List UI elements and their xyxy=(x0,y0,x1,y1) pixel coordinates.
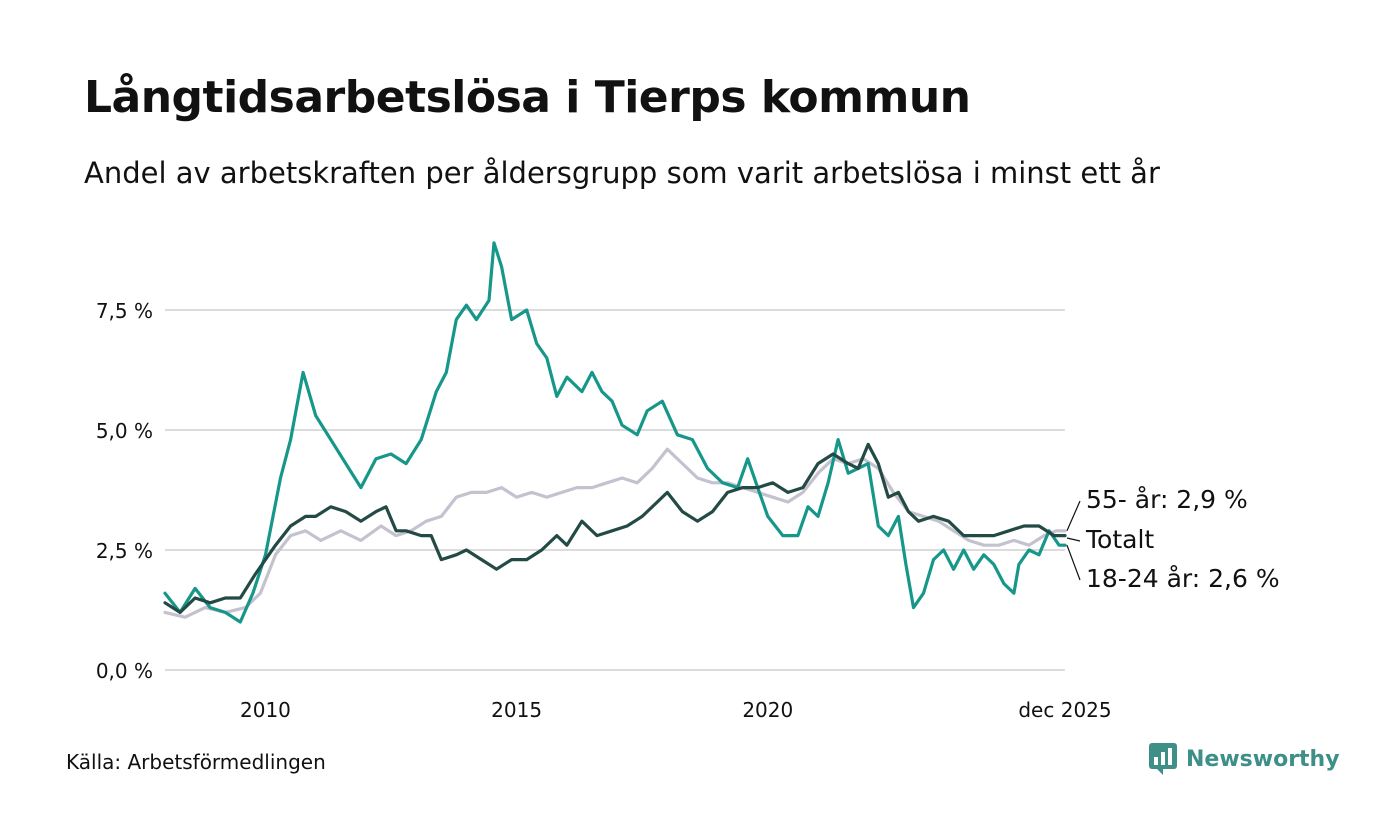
y-tick-label: 5,0 % xyxy=(96,419,153,443)
newsworthy-logo[interactable]: Newsworthy xyxy=(1148,742,1340,776)
chart-subtitle: Andel av arbetskraften per åldersgrupp s… xyxy=(84,156,1160,190)
chart-title: Långtidsarbetslösa i Tierps kommun xyxy=(84,72,971,123)
x-tick-label: 2020 xyxy=(742,698,793,722)
end-label-leader xyxy=(1066,537,1081,542)
brand-name: Newsworthy xyxy=(1186,746,1340,772)
source-note: Källa: Arbetsförmedlingen xyxy=(66,750,326,774)
gridlines xyxy=(165,309,1065,671)
series-lines xyxy=(163,241,1067,624)
end-labels: 55- år: 2,9 % Totalt 18-24 år: 2,6 % xyxy=(1066,485,1280,593)
end-label-leader xyxy=(1066,500,1081,532)
x-axis: 2010 2015 2020 dec 2025 xyxy=(240,698,1112,722)
x-tick-label: 2010 xyxy=(240,698,291,722)
bar-chart-icon xyxy=(1149,743,1177,775)
end-label: Totalt xyxy=(1085,525,1154,554)
y-axis: 0,0 % 2,5 % 5,0 % 7,5 % xyxy=(96,299,153,683)
y-tick-label: 7,5 % xyxy=(96,299,153,323)
x-tick-label: dec 2025 xyxy=(1018,698,1111,722)
end-label: 55- år: 2,9 % xyxy=(1086,485,1248,514)
end-label-leader xyxy=(1066,544,1081,581)
y-tick-label: 0,0 % xyxy=(96,659,153,683)
series-line-senior xyxy=(163,447,1067,619)
series-line-youth xyxy=(163,241,1067,624)
x-tick-label: 2015 xyxy=(491,698,542,722)
end-label: 18-24 år: 2,6 % xyxy=(1086,564,1280,593)
y-tick-label: 2,5 % xyxy=(96,539,153,563)
series-line-total xyxy=(163,442,1067,615)
